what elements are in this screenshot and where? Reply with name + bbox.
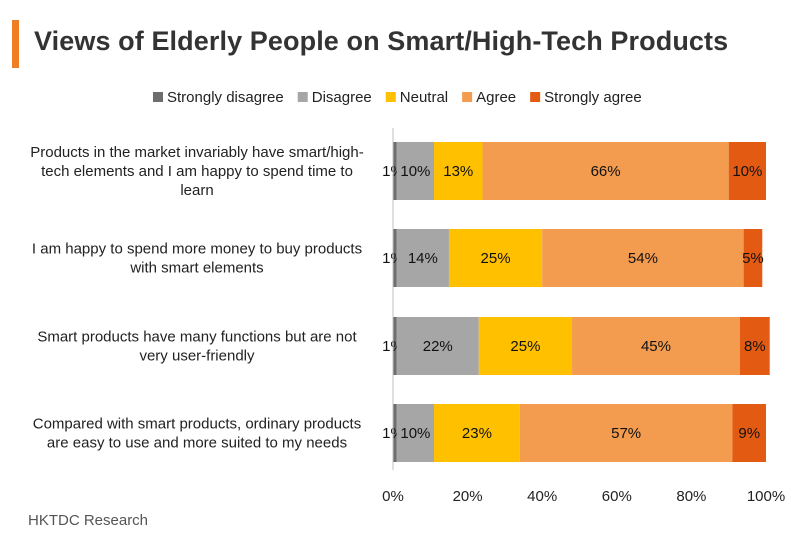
bar-r0-s4 — [728, 142, 766, 200]
source-note: HKTDC Research — [28, 512, 149, 529]
legend-swatch-4 — [530, 92, 541, 102]
category-label-1: I am happy to spend more money to buy pr… — [32, 241, 362, 277]
category-label-0: Products in the market invariably have s… — [30, 144, 363, 199]
data-label-r3-s4: 9% — [738, 425, 760, 442]
bar-r2-s1 — [396, 317, 479, 375]
bar-r1-s4 — [743, 229, 763, 287]
legend-label-4: Strongly agree — [544, 89, 642, 106]
data-label-r3-s1: 10% — [400, 425, 430, 442]
bar-r3-s2 — [434, 404, 520, 462]
legend-label-3: Agree — [476, 89, 516, 106]
data-label-r3-s3: 57% — [611, 425, 641, 442]
bar-r3-s0 — [393, 404, 397, 462]
legend-swatch-2 — [385, 92, 396, 102]
data-label-r3-s2: 23% — [462, 425, 492, 442]
x-tick-0: 0% — [382, 488, 404, 505]
x-axis: 0% 20% 40% 60% 80% 100% — [382, 128, 785, 505]
data-label-r0-s3: 66% — [591, 163, 621, 180]
data-label-r2-s4: 8% — [744, 338, 766, 355]
title-accent-bar — [12, 20, 19, 68]
data-label-r2-s2: 25% — [510, 338, 540, 355]
bar-r3-s4 — [732, 404, 766, 462]
legend-swatch-3 — [462, 92, 473, 102]
bar-r0-s2 — [434, 142, 483, 200]
bar-r2-s4 — [739, 317, 770, 375]
legend-label-1: Disagree — [312, 89, 372, 106]
data-label-r2-s1: 22% — [423, 338, 453, 355]
bar-r2-s2 — [478, 317, 573, 375]
bar-r1-s3 — [542, 229, 744, 287]
data-label-r1-s1: 14% — [408, 250, 438, 267]
category-labels: Products in the market invariably have s… — [30, 144, 363, 452]
bar-r1-s1 — [396, 229, 449, 287]
bar-r2-s0 — [393, 317, 397, 375]
data-label-r0-s1: 10% — [400, 163, 430, 180]
data-label-r0-s2: 13% — [443, 163, 473, 180]
data-label-r1-s2: 25% — [481, 250, 511, 267]
legend-label-0: Strongly disagree — [167, 89, 284, 106]
legend: Strongly disagree Disagree Neutral Agree Str… — [153, 89, 642, 106]
x-tick-1: 20% — [453, 488, 483, 505]
bars: 1%10% 13% 66% 10%1% 14% 25% 54% 5%1% 22% 25% 45% 8%… — [382, 142, 770, 462]
x-tick-5: 100% — [747, 488, 785, 505]
legend-swatch-0 — [153, 92, 163, 102]
data-label-r2-s3: 45% — [641, 338, 671, 355]
x-tick-3: 60% — [602, 488, 632, 505]
category-label-2: Smart products have many functions but a… — [37, 329, 357, 365]
bar-r1-s2 — [448, 229, 543, 287]
bar-r0-s3 — [482, 142, 729, 200]
bar-r3-s1 — [396, 404, 435, 462]
legend-swatch-1 — [297, 92, 308, 102]
data-label-r0-s4: 10% — [732, 163, 762, 180]
bar-r1-s0 — [393, 229, 397, 287]
bar-r3-s3 — [519, 404, 733, 462]
category-label-3: Compared with smart products, ordinary p… — [33, 416, 361, 452]
bar-r2-s3 — [572, 317, 740, 375]
legend-label-2: Neutral — [400, 89, 448, 106]
x-tick-4: 80% — [676, 488, 706, 505]
bar-r0-s0 — [393, 142, 397, 200]
data-label-r1-s4: 5% — [742, 250, 764, 267]
chart-title: Views of Elderly People on Smart/High-Te… — [34, 26, 729, 56]
x-tick-2: 40% — [527, 488, 557, 505]
bar-r0-s1 — [396, 142, 435, 200]
data-label-r1-s3: 54% — [628, 250, 658, 267]
